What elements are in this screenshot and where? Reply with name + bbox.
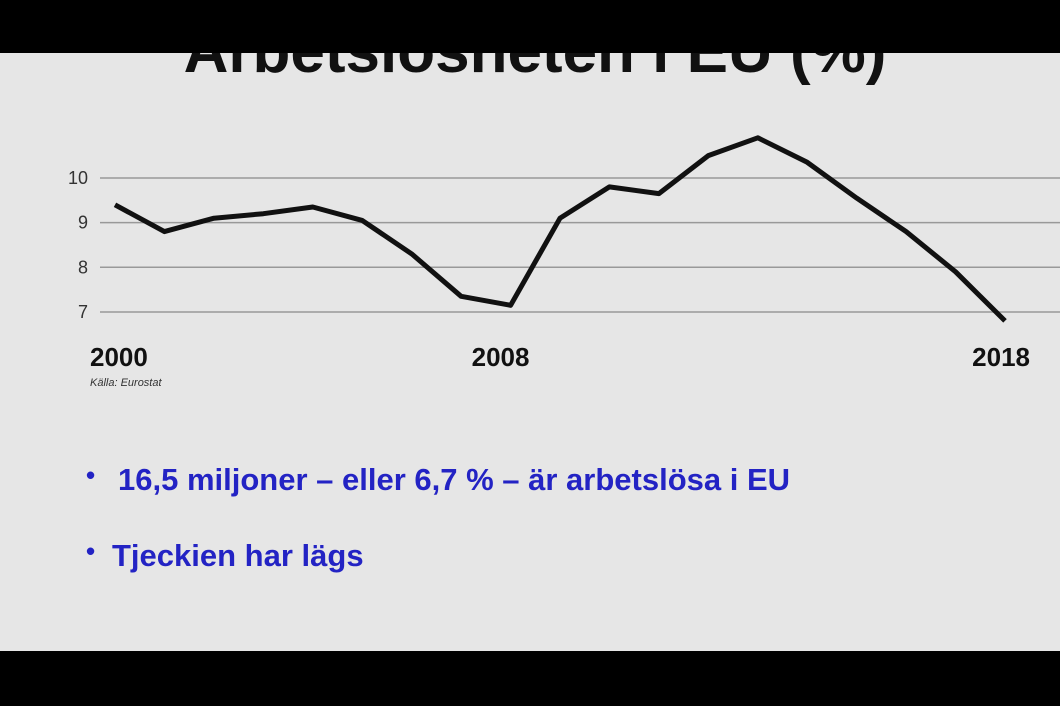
source-note: Källa: Eurostat (90, 377, 162, 389)
x-tick-label: 2000 (90, 342, 148, 372)
bullet-text: Tjeckien har lägs (112, 538, 364, 573)
y-tick-label: 8 (78, 257, 88, 277)
x-tick-label: 2008 (472, 342, 530, 372)
plot: 7 8 9 10 2000 2008 2018 (68, 135, 1060, 372)
letterbox-bottom (0, 651, 1060, 706)
y-tick-label: 9 (78, 213, 88, 233)
bullet-dot: • (86, 536, 95, 566)
data-line (113, 135, 1007, 323)
letterbox-top (0, 0, 1060, 53)
y-tick-label: 7 (78, 302, 88, 322)
bullet-dot: • (86, 460, 95, 490)
x-tick-label: 2018 (972, 342, 1030, 372)
bullet-text: 16,5 miljoner – eller 6,7 % – är arbetsl… (118, 462, 790, 497)
y-tick-label: 10 (68, 168, 88, 188)
